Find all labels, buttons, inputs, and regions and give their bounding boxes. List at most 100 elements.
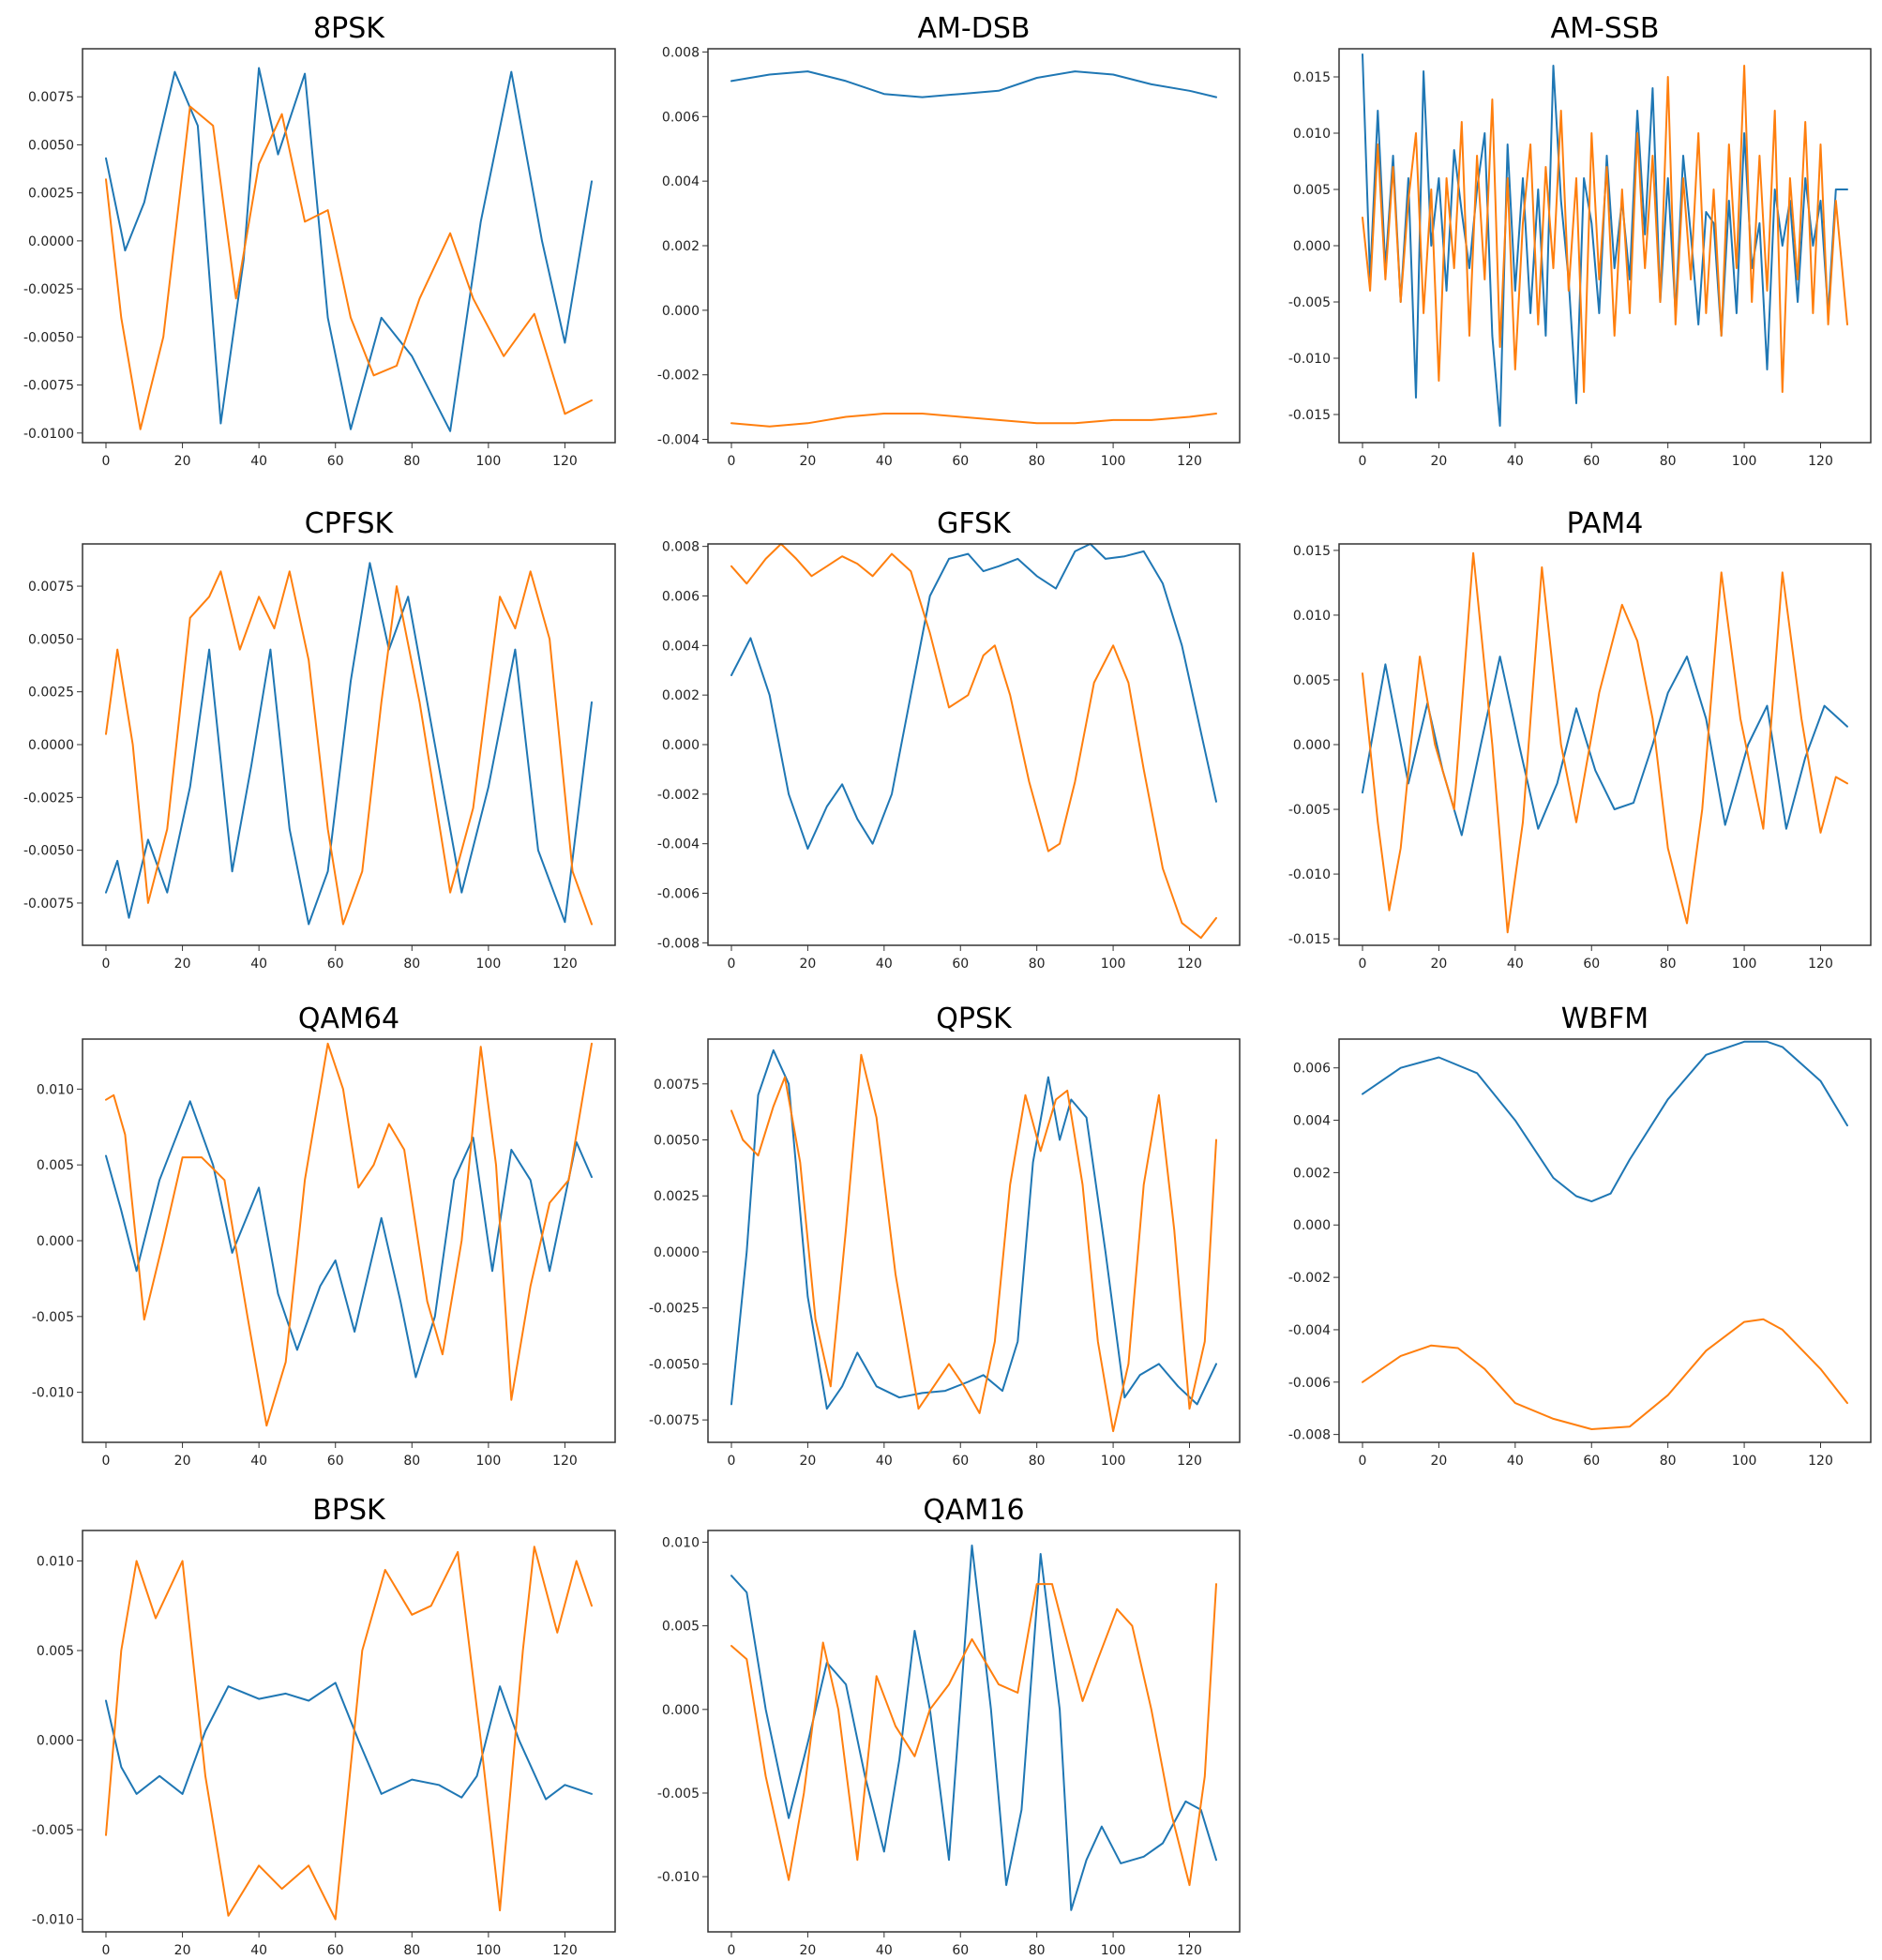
- y-tick-label: 0.004: [662, 174, 700, 189]
- x-tick-label: 80: [1660, 454, 1677, 469]
- chart-panel-bpsk: BPSK 0 20 40 60 80 100 120 -0.010 -0.005 0.000 0.00…: [32, 1494, 616, 1958]
- series-line-1: [105, 1100, 593, 1379]
- y-tick-label: -0.005: [657, 1787, 700, 1802]
- x-tick-label: 100: [1101, 454, 1126, 469]
- x-tick-label: 120: [1177, 957, 1202, 972]
- x-tick-label: 120: [1808, 454, 1833, 469]
- x-tick-label: 40: [250, 454, 267, 469]
- plot-frame: [707, 1530, 1241, 1933]
- series-line-2: [105, 105, 593, 430]
- series-line-1: [730, 1545, 1217, 1911]
- x-tick-label: 20: [174, 454, 191, 469]
- y-tick-label: -0.010: [32, 1386, 74, 1401]
- chart-title: AM-DSB: [918, 12, 1031, 45]
- chart-panel-cpfsk: CPFSK 0 20 40 60 80 100 120 -0.0075 -0.0050 -0.002…: [23, 507, 616, 972]
- x-tick-label: 120: [1177, 454, 1202, 469]
- x-tick-label: 0: [102, 1454, 111, 1469]
- y-tick-label: -0.004: [657, 837, 700, 852]
- series-line-2: [105, 1042, 593, 1427]
- x-tick-label: 20: [1431, 957, 1448, 972]
- x-tick-label: 0: [102, 957, 111, 972]
- x-tick-label: 40: [1507, 454, 1524, 469]
- chart-title: AM-SSB: [1551, 12, 1660, 45]
- x-tick-label: 60: [952, 454, 969, 469]
- y-tick-label: 0.005: [1293, 183, 1331, 198]
- y-tick-label: -0.005: [32, 1823, 74, 1838]
- x-tick-label: 40: [876, 957, 893, 972]
- x-tick-label: 120: [1808, 1454, 1833, 1469]
- x-tick-label: 120: [552, 1943, 578, 1958]
- x-tick-label: 20: [800, 454, 817, 469]
- y-tick-label: 0.0050: [28, 632, 74, 647]
- chart-title: PAM4: [1567, 507, 1644, 540]
- y-tick-label: -0.005: [32, 1310, 74, 1325]
- y-tick-label: 0.0075: [28, 580, 74, 595]
- y-tick-label: -0.0050: [649, 1357, 700, 1372]
- series-line-2: [1362, 1318, 1848, 1430]
- y-tick-label: 0.005: [37, 1158, 74, 1173]
- y-tick-label: 0.000: [662, 304, 700, 319]
- x-tick-label: 120: [552, 957, 578, 972]
- x-tick-label: 20: [174, 1454, 191, 1469]
- x-tick-label: 20: [174, 1943, 191, 1958]
- y-tick-label: 0.006: [1293, 1062, 1331, 1077]
- chart-panel-pam4: PAM4 0 20 40 60 80 100 120 -0.015 -0.010 -0.005 0.0…: [1288, 507, 1872, 972]
- x-tick-label: 100: [476, 957, 502, 972]
- y-tick-label: 0.010: [1293, 127, 1331, 142]
- series-line-2: [1362, 551, 1848, 934]
- y-tick-label: -0.0050: [23, 844, 74, 859]
- chart-panel-am-dsb: AM-DSB 0 20 40 60 80 100 120 -0.004 -0.002 0.000 0.…: [657, 12, 1241, 469]
- x-tick-label: 40: [876, 454, 893, 469]
- x-tick-label: 120: [1177, 1943, 1202, 1958]
- y-tick-label: -0.006: [657, 887, 700, 902]
- y-tick-label: -0.0025: [23, 791, 74, 806]
- plot-frame: [707, 1038, 1241, 1443]
- x-tick-label: 80: [1660, 957, 1677, 972]
- series-line-2: [730, 1053, 1217, 1433]
- x-tick-label: 0: [728, 957, 736, 972]
- chart-title: BPSK: [312, 1494, 386, 1527]
- y-tick-label: -0.015: [1288, 932, 1331, 947]
- y-tick-label: 0.005: [1293, 673, 1331, 688]
- y-tick-label: 0.0025: [28, 686, 74, 701]
- x-tick-label: 40: [250, 1454, 267, 1469]
- y-tick-label: -0.005: [1288, 803, 1331, 818]
- x-tick-label: 20: [174, 957, 191, 972]
- x-tick-label: 60: [952, 1454, 969, 1469]
- chart-panel-8psk: 8PSK 0 20 40 60 80 100 120 -0.0100 -0.0075 -0.0050…: [23, 12, 616, 469]
- y-tick-label: 0.002: [1293, 1166, 1331, 1181]
- x-tick-label: 40: [1507, 957, 1524, 972]
- x-tick-label: 80: [403, 1454, 420, 1469]
- x-tick-label: 100: [476, 1943, 502, 1958]
- chart-title: CPFSK: [305, 507, 395, 540]
- y-tick-label: 0.015: [1293, 544, 1331, 559]
- x-tick-label: 0: [1359, 957, 1367, 972]
- x-tick-label: 80: [1029, 1454, 1046, 1469]
- x-tick-label: 40: [876, 1454, 893, 1469]
- series-line-1: [105, 562, 593, 926]
- y-tick-label: -0.0075: [23, 379, 74, 394]
- y-tick-label: -0.005: [1288, 295, 1331, 310]
- x-tick-label: 80: [403, 957, 420, 972]
- x-tick-label: 120: [1808, 957, 1833, 972]
- x-tick-label: 60: [327, 1943, 344, 1958]
- plot-frame: [82, 1530, 616, 1933]
- y-tick-label: -0.010: [1288, 352, 1331, 367]
- series-line-1: [730, 543, 1217, 850]
- chart-panel-am-ssb: AM-SSB 0 20 40 60 80 100 120 -0.015 -0.010 -0.005 0…: [1288, 12, 1872, 469]
- x-tick-label: 100: [476, 1454, 502, 1469]
- y-tick-label: 0.005: [37, 1644, 74, 1659]
- y-tick-label: 0.010: [1293, 609, 1331, 624]
- y-tick-label: 0.002: [662, 239, 700, 254]
- series-line-1: [105, 67, 593, 432]
- y-tick-label: 0.010: [662, 1535, 700, 1550]
- y-tick-label: -0.0025: [649, 1302, 700, 1317]
- y-tick-label: -0.0075: [23, 897, 74, 912]
- y-tick-label: 0.000: [662, 1703, 700, 1718]
- y-tick-label: 0.010: [37, 1082, 74, 1097]
- series-line-1: [105, 1681, 593, 1801]
- y-tick-label: -0.015: [1288, 408, 1331, 423]
- y-tick-label: -0.002: [1288, 1271, 1331, 1286]
- x-tick-label: 20: [800, 1943, 817, 1958]
